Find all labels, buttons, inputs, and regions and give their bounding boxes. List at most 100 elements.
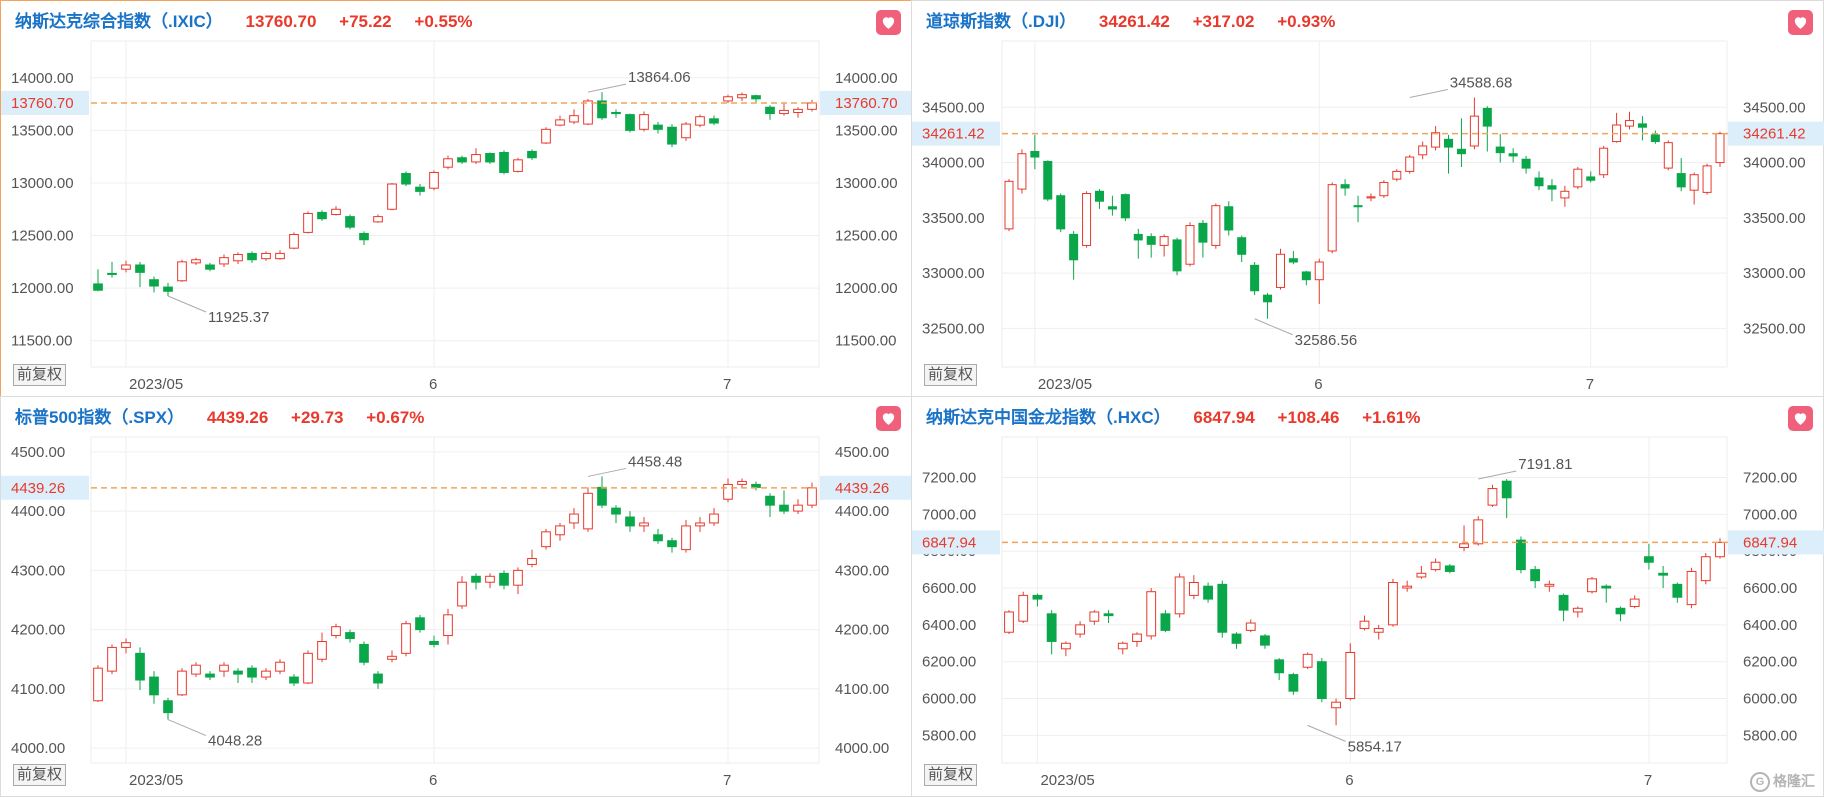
x-tick-label: 6 xyxy=(1314,376,1322,393)
y-tick-label-right: 6400.00 xyxy=(1743,617,1797,634)
candle-up xyxy=(807,487,817,506)
price-adjust-button[interactable]: 前复权 xyxy=(924,764,978,786)
high-annotation: 13864.06 xyxy=(628,69,691,86)
candle-up xyxy=(1431,132,1441,148)
candle-down xyxy=(247,252,257,261)
price-adjust-button[interactable]: 前复权 xyxy=(13,364,67,386)
annotation-leader xyxy=(1409,89,1448,98)
candle-down xyxy=(1586,176,1596,181)
candle-down xyxy=(765,106,775,115)
candle-down xyxy=(1508,153,1518,157)
candle-up xyxy=(1117,642,1128,650)
candle-down xyxy=(1353,205,1363,208)
candle-down xyxy=(751,483,761,488)
index-name[interactable]: 纳斯达克中国金龙指数（.HXC） xyxy=(926,408,1171,427)
candle-down xyxy=(1043,160,1053,200)
y-tick-label-right: 14000.00 xyxy=(835,70,898,87)
candle-up xyxy=(1379,181,1389,197)
candle-up xyxy=(1275,253,1285,288)
y-tick-label-left: 34500.00 xyxy=(922,99,985,116)
current-price-label-left: 6847.94 xyxy=(922,534,976,551)
low-annotation: 5854.17 xyxy=(1348,738,1402,755)
candle-up xyxy=(1302,653,1313,668)
candle-down xyxy=(1030,151,1040,158)
candle-up xyxy=(779,109,789,115)
y-tick-label-left: 34000.00 xyxy=(922,155,985,172)
candle-down xyxy=(429,640,439,645)
index-name[interactable]: 道琼斯指数（.DJI） xyxy=(926,12,1077,31)
candle-up xyxy=(275,661,285,672)
candle-up xyxy=(569,513,579,524)
candle-up xyxy=(1004,180,1014,230)
candle-down xyxy=(1672,583,1683,598)
candle-up xyxy=(793,108,803,114)
x-tick-label: 7 xyxy=(723,772,731,789)
heart-icon[interactable] xyxy=(876,406,901,431)
candle-up xyxy=(1473,519,1484,545)
candle-down xyxy=(1501,480,1512,499)
candlestick-chart[interactable]: 32500.00 32500.00 33000.00 33000.00 33500.00… xyxy=(912,1,1824,398)
candle-up xyxy=(1560,190,1570,199)
current-price-box-right xyxy=(1728,530,1824,555)
annotation-leader xyxy=(587,467,627,477)
candle-up xyxy=(1599,147,1609,176)
chart-panel-spx[interactable]: 标普500指数（.SPX） 4439.26 +29.73 +0.67% 4000… xyxy=(0,396,914,798)
price-adjust-button[interactable]: 前复权 xyxy=(924,364,978,386)
candle-up xyxy=(107,646,117,672)
y-tick-label-left: 33000.00 xyxy=(922,265,985,282)
heart-icon[interactable] xyxy=(1788,406,1813,431)
candle-down xyxy=(247,667,257,678)
candlestick-chart[interactable]: 4000.00 4000.00 4100.00 4100.00 4200.00 4200.… xyxy=(1,397,914,798)
panel-header: 纳斯达克综合指数（.IXIC） 13760.70 +75.22 +0.55% xyxy=(15,9,473,35)
candle-down xyxy=(1558,594,1569,611)
candle-up xyxy=(1327,184,1337,252)
candle-up xyxy=(1686,570,1697,606)
candle-down xyxy=(667,540,677,548)
candle-down xyxy=(499,151,509,173)
y-tick-label-right: 4000.00 xyxy=(835,740,889,757)
price-adjust-button[interactable]: 前复权 xyxy=(13,764,67,786)
index-change: +108.46 xyxy=(1277,408,1340,427)
candle-up xyxy=(681,123,691,139)
candle-down xyxy=(149,279,159,287)
current-price-box-right xyxy=(820,475,914,500)
candle-up xyxy=(695,116,705,126)
candle-down xyxy=(1650,134,1660,143)
index-change: +75.22 xyxy=(339,12,392,31)
candle-up xyxy=(583,100,593,125)
candlestick-chart[interactable]: 5800.00 5800.00 6000.00 6000.00 6200.00 6200.… xyxy=(912,397,1824,798)
chart-panel-ixic[interactable]: 纳斯达克综合指数（.IXIC） 13760.70 +75.22 +0.55% 1… xyxy=(0,0,914,398)
candlestick-chart[interactable]: 11500.00 11500.00 12000.00 12000.00 12500.00… xyxy=(1,1,914,398)
y-tick-label-right: 6200.00 xyxy=(1743,654,1797,671)
chart-panel-hxc[interactable]: 纳斯达克中国金龙指数（.HXC） 6847.94 +108.46 +1.61% … xyxy=(911,396,1824,797)
index-name[interactable]: 纳斯达克综合指数（.IXIC） xyxy=(15,12,223,31)
candle-down xyxy=(1198,222,1208,243)
candle-up xyxy=(191,259,201,264)
index-change-pct: +1.61% xyxy=(1362,408,1421,427)
candle-up xyxy=(541,531,551,548)
candle-up xyxy=(177,670,187,696)
candle-down xyxy=(205,673,215,678)
candle-down xyxy=(1046,613,1057,642)
index-name[interactable]: 标普500指数（.SPX） xyxy=(15,408,185,427)
candle-down xyxy=(611,112,621,115)
heart-icon[interactable] xyxy=(876,10,901,35)
chart-panel-dji[interactable]: 道琼斯指数（.DJI） 34261.42 +317.02 +0.93% 3250… xyxy=(911,0,1824,397)
current-price-label-right: 34261.42 xyxy=(1743,126,1806,143)
y-tick-label-right: 6600.00 xyxy=(1743,580,1797,597)
y-tick-label-left: 4400.00 xyxy=(11,503,65,520)
candle-down xyxy=(625,114,635,131)
y-tick-label-left: 4200.00 xyxy=(11,622,65,639)
candle-down xyxy=(1160,613,1171,631)
candle-up xyxy=(275,252,285,260)
candle-up xyxy=(303,212,313,233)
candle-up xyxy=(583,492,593,530)
candle-up xyxy=(527,558,537,565)
watermark: G 格隆汇 xyxy=(1750,771,1815,792)
candle-up xyxy=(1345,651,1356,700)
y-tick-label-right: 7000.00 xyxy=(1743,506,1797,523)
y-tick-label-left: 4500.00 xyxy=(11,444,65,461)
candle-up xyxy=(1629,598,1640,607)
heart-icon[interactable] xyxy=(1788,10,1813,35)
candle-up xyxy=(1392,170,1402,180)
